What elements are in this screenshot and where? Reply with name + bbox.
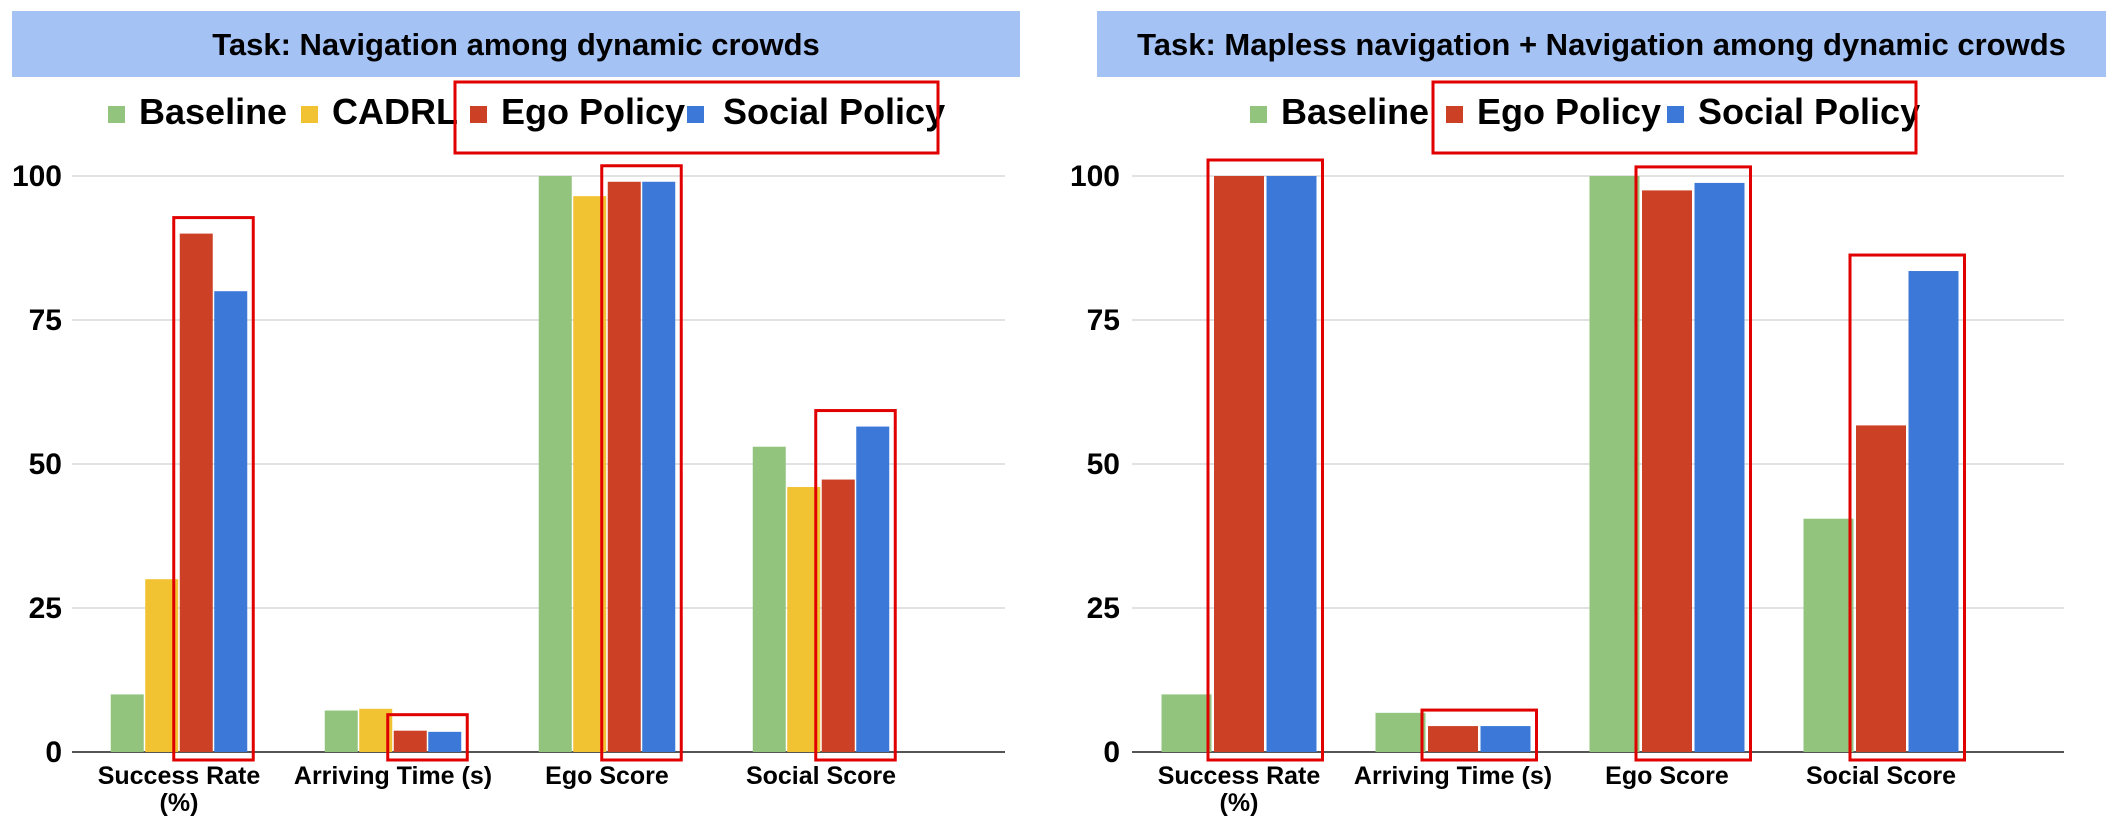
y-tick-label: 0 [1103, 736, 1120, 769]
bar-ego-policy-success-rate [179, 233, 213, 753]
bar-social-policy-arriving-time-s [428, 731, 462, 752]
legend-swatch-social-policy [1667, 106, 1684, 123]
highlight-box-arriving-time-s [1420, 708, 1538, 762]
bar-baseline-arriving-time-s [324, 710, 358, 752]
x-tick-label: Arriving Time (s) [294, 762, 492, 790]
y-tick-label: 50 [1087, 448, 1120, 481]
y-tick-label: 25 [1087, 592, 1120, 625]
chart-panel-2: Task: Mapless navigation + Navigation am… [1070, 11, 2106, 817]
x-tick-label: Social Score [1806, 762, 1956, 790]
legend-swatch-social-policy [687, 106, 704, 123]
x-tick-label: Arriving Time (s) [1354, 762, 1552, 790]
bar-ego-policy-social-score [821, 479, 855, 752]
title-band [1097, 11, 2106, 77]
chart-title: Task: Mapless navigation + Navigation am… [1137, 27, 2066, 62]
legend-highlight-box [453, 80, 940, 155]
y-tick-label: 100 [1070, 160, 1120, 193]
x-tick-label: Success Rate (%) [98, 762, 261, 817]
bar-ego-policy-arriving-time-s [1428, 726, 1478, 752]
legend-label-ego-policy: Ego Policy [1477, 91, 1661, 132]
bar-baseline-success-rate [1161, 694, 1212, 752]
bar-ego-policy-arriving-time-s [393, 730, 427, 752]
x-tick-label: Ego Score [1605, 762, 1729, 790]
bar-social-policy-ego-score [1694, 182, 1745, 753]
legend-label-ego-policy: Ego Policy [501, 91, 685, 132]
bar-baseline-arriving-time-s [1375, 712, 1426, 752]
y-tick-label: 0 [45, 736, 62, 769]
bar-ego-policy-ego-score [1642, 190, 1692, 752]
legend-swatch-cadrl [301, 106, 318, 123]
highlight-box-social-score [814, 409, 897, 762]
bar-social-policy-success-rate [1266, 176, 1317, 752]
legend-label-cadrl: CADRL [332, 91, 458, 132]
bar-baseline-ego-score [538, 176, 572, 752]
bar-ego-policy-ego-score [607, 181, 641, 752]
legend-swatch-ego-policy [1446, 106, 1463, 123]
bar-social-policy-ego-score [642, 181, 676, 752]
bar-social-policy-social-score [856, 426, 890, 752]
highlight-box-social-score [1848, 253, 1966, 762]
chart-panel-1: Task: Navigation among dynamic crowds 0 25… [12, 11, 1020, 817]
bar-baseline-success-rate [110, 694, 144, 752]
legend-label-social-policy: Social Policy [1698, 91, 1920, 132]
y-tick-label: 75 [1087, 304, 1120, 337]
highlight-box-success-rate [172, 216, 255, 762]
chart-title: Task: Navigation among dynamic crowds [212, 27, 820, 62]
x-tick-label: Social Score [746, 762, 896, 790]
highlight-box-arriving-time-s [386, 713, 469, 762]
x-tick-label: Ego Score [545, 762, 669, 790]
legend-label-baseline: Baseline [139, 91, 287, 132]
bar-social-policy-arriving-time-s [1480, 726, 1531, 752]
legend-label-baseline: Baseline [1281, 91, 1429, 132]
y-tick-label: 100 [12, 160, 62, 193]
legend-swatch-baseline [108, 106, 125, 123]
legend-highlight-box [1431, 80, 1918, 155]
highlight-box-ego-score [600, 164, 683, 762]
y-tick-label: 50 [29, 448, 62, 481]
x-tick-label: Success Rate (%) [1158, 762, 1321, 817]
y-tick-label: 75 [29, 304, 62, 337]
highlight-box-ego-score [1634, 165, 1752, 762]
highlight-box-success-rate [1206, 158, 1324, 762]
bar-ego-policy-social-score [1856, 425, 1906, 752]
bar-baseline-ego-score [1589, 176, 1640, 752]
bar-baseline-social-score [1803, 518, 1854, 752]
legend-swatch-baseline [1250, 106, 1267, 123]
bar-social-policy-success-rate [214, 291, 248, 752]
title-band [12, 11, 1020, 77]
bar-baseline-social-score [752, 446, 786, 752]
bar-social-policy-social-score [1908, 271, 1959, 752]
y-tick-label: 25 [29, 592, 62, 625]
bar-ego-policy-success-rate [1214, 176, 1264, 752]
legend-swatch-ego-policy [470, 106, 487, 123]
legend-label-social-policy: Social Policy [723, 91, 945, 132]
